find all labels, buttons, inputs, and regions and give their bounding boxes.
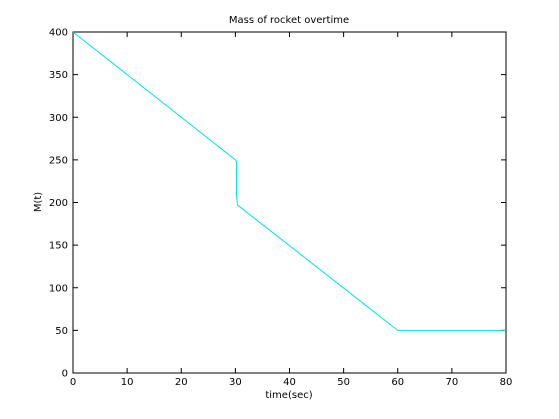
y-tick-label: 250 (49, 155, 68, 166)
y-tick-label: 150 (49, 241, 68, 252)
y-tick-label: 100 (49, 283, 68, 294)
x-tick-label: 70 (446, 377, 459, 388)
y-tick-label: 350 (49, 70, 68, 81)
x-tick-label: 80 (500, 377, 513, 388)
chart-title: Mass of rocket overtime (229, 15, 349, 26)
x-tick-label: 40 (283, 377, 296, 388)
series-line (72, 31, 506, 331)
y-tick-label: 200 (49, 198, 68, 209)
x-tick-label: 30 (229, 377, 242, 388)
y-tick-label: 50 (55, 326, 68, 337)
x-tick-label: 10 (121, 377, 134, 388)
series-layer (72, 31, 506, 331)
y-tick-label: 400 (49, 28, 68, 39)
x-tick-label: 60 (391, 377, 404, 388)
y-axis-label: M(t) (33, 192, 44, 212)
x-axis-ticks: 0 10 20 30 40 50 60 70 80 (70, 32, 513, 388)
x-tick-label: 50 (337, 377, 350, 388)
x-axis-label: time(sec) (265, 390, 312, 401)
y-tick-label: 300 (49, 113, 68, 124)
x-tick-label: 0 (70, 377, 76, 388)
x-tick-label: 20 (175, 377, 188, 388)
y-axis-ticks: 0 50 100 150 200 250 300 350 400 (49, 28, 506, 380)
y-tick-label: 0 (62, 369, 68, 380)
